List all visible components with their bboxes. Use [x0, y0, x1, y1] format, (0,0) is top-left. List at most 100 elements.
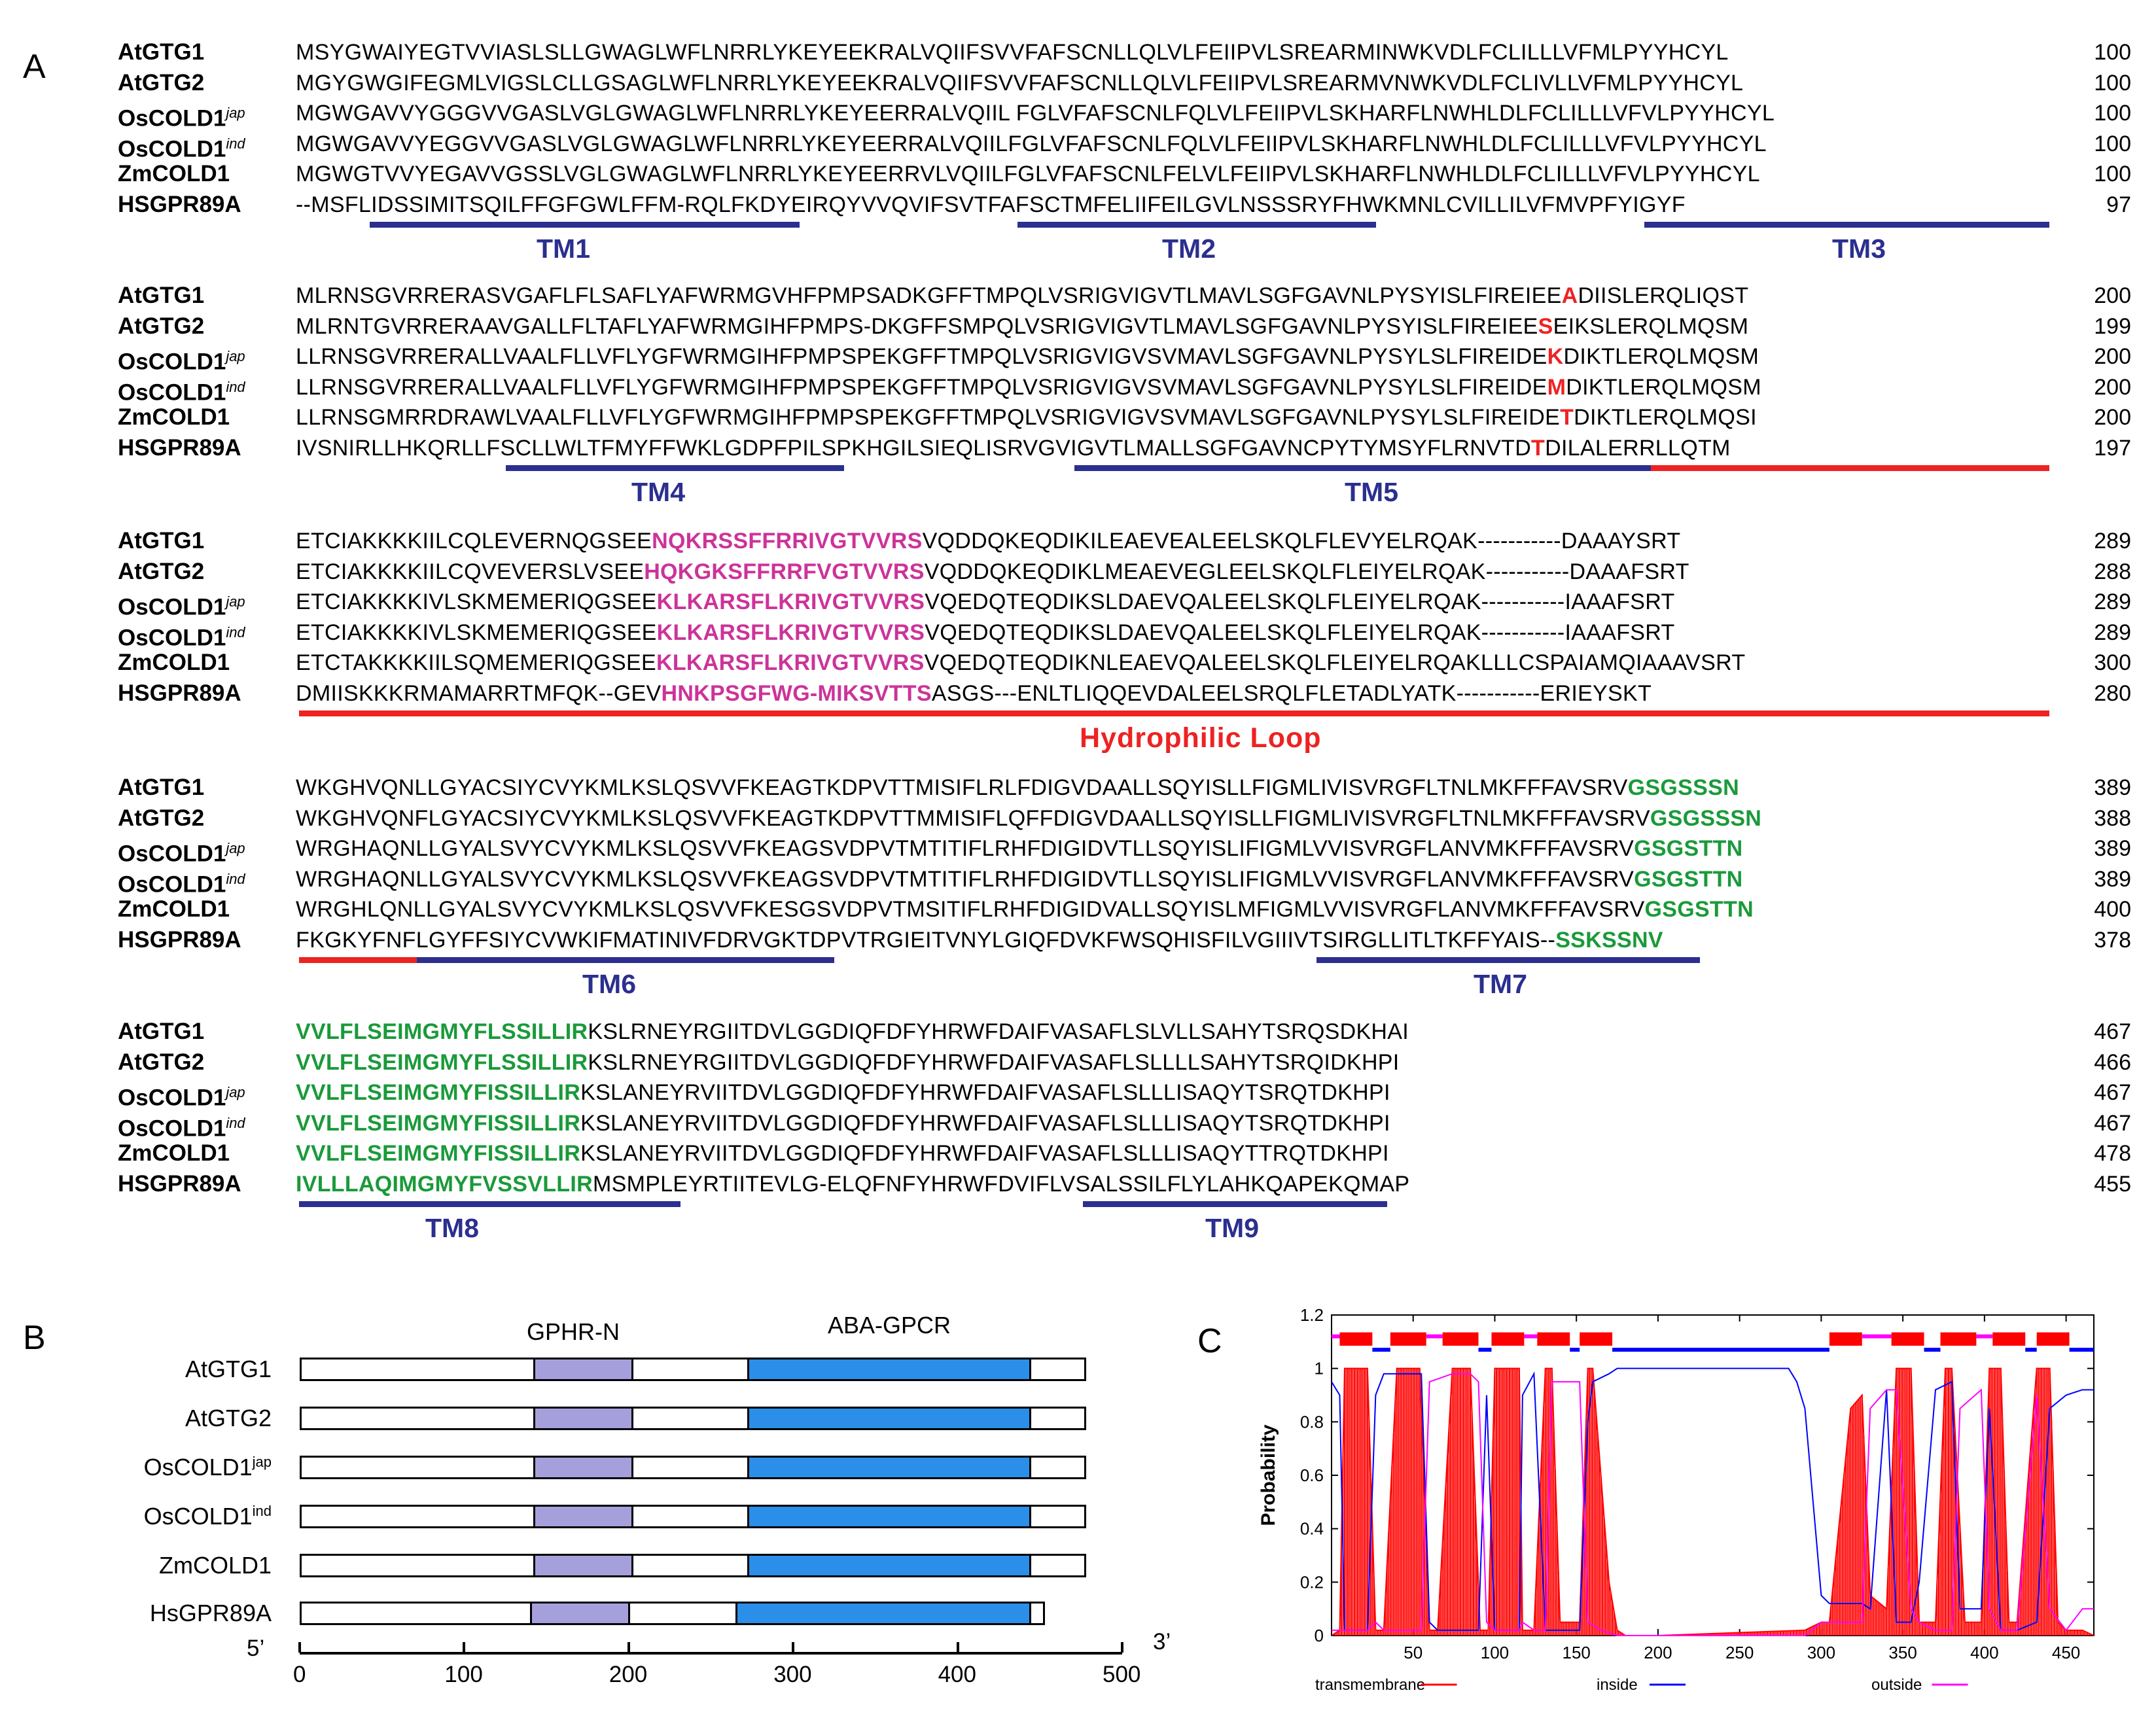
x-tick-label: 450 — [2052, 1643, 2080, 1662]
aba-gpcr-domain — [747, 1505, 1031, 1528]
sequence-name: OsCOLD1ind — [118, 618, 245, 653]
alignment-row: AtGTG2 MLRNTGVRRERAAVGALLFLTAFLYAFWRMGIHF… — [0, 312, 2156, 341]
hydrophilic-loop-bar — [299, 710, 2049, 716]
protein-bar — [300, 1505, 1086, 1528]
alignment-row: AtGTG1 MLRNSGVRRERASVGAFLFLSAFLYAFWRMGVHF… — [0, 281, 2156, 310]
sequence-name: OsCOLD1jap — [118, 587, 245, 622]
axis-tick — [463, 1642, 466, 1653]
sequence-name-text: OsCOLD1 — [118, 349, 226, 375]
residue-count: 200 — [2094, 283, 2131, 308]
sequence-name-text: OsCOLD1 — [118, 105, 226, 131]
residue-segment: ETCIAKKKKIILCQLEVERNQGSEE — [296, 529, 652, 553]
cultivar-superscript: jap — [226, 1084, 245, 1100]
cultivar-superscript: jap — [252, 1454, 272, 1470]
residue-count: 389 — [2094, 866, 2131, 892]
alignment-row: OsCOLD1jap ETCIAKKKKIVLSKMEMERIQGSEEKLKAR… — [0, 587, 2156, 620]
sequence-name-text: AtGTG2 — [118, 805, 205, 831]
tm-segment-bar — [1644, 222, 2049, 228]
y-tick-label: 0.4 — [1300, 1519, 1324, 1539]
highlight-green: GSGSTTN — [1634, 866, 1743, 892]
cultivar-superscript: jap — [226, 348, 245, 364]
highlight-red: T — [1560, 405, 1574, 430]
alignment-row: OsCOLD1ind WRGHAQNLLGYALSVYCVYKMLKSLQSVVF… — [0, 865, 2156, 898]
residue-count: 280 — [2094, 680, 2131, 706]
y-tick-label: 0.2 — [1300, 1572, 1324, 1592]
highlight-green: IVLLLAQIMGMYFVSSVLLIR — [296, 1171, 593, 1197]
hydrophilic-loop-bar — [1651, 465, 2049, 471]
residue-count: 389 — [2094, 836, 2131, 861]
residue-segment: VQEDQTEQDIKNLEAEVQALEELSKQLFLEIYELRQAKLL… — [924, 650, 1746, 675]
axis-tick-label: 200 — [609, 1662, 648, 1687]
residue-count: 197 — [2094, 435, 2131, 461]
sequence-name-text: OsCOLD1 — [118, 379, 226, 406]
protein-bar — [300, 1554, 1086, 1577]
highlight-green: VVLFLSEIMGMYFLSSILLIR — [296, 1019, 588, 1044]
sequence-name-text: OsCOLD1 — [118, 1115, 226, 1142]
residue-count: 100 — [2094, 40, 2131, 65]
tm-segment-bar — [370, 222, 800, 228]
residue-segment: DIISLERQLIQST — [1578, 283, 1749, 308]
residue-segment: DIKTLERQLMQSI — [1574, 405, 1757, 430]
gphr-n-domain — [533, 1554, 634, 1577]
highlight-red: M — [1547, 374, 1566, 400]
tm-segment-bar — [506, 465, 844, 471]
topology-tm-segment — [1891, 1332, 1924, 1346]
residue-segment: LLRNSGMRRDRAWLVAALFLLVFLYGFWRMGIHFPMPSPE… — [296, 405, 1561, 430]
protein-bar — [300, 1358, 1086, 1381]
residue-segment: WKGHVQNLLGYACSIYCVYKMLKSLQSVVFKEAGTKDPVT… — [296, 775, 1628, 800]
tm-label: TM1 — [537, 234, 590, 264]
residue-segment: VQEDQTEQDIKSLDAEVQALEELSKQLFLEIYELRQAK--… — [925, 589, 1675, 614]
sequence-name-text: HSGPR89A — [118, 434, 241, 461]
hydrophilic-loop-label: Hydrophilic Loop — [1080, 722, 1322, 754]
residue-count: 100 — [2094, 162, 2131, 186]
sequence-name: AtGTG1 — [118, 773, 204, 802]
alignment-row: OsCOLD1jap LLRNSGVRRERALLVAALFLLVFLYGFWRM… — [0, 342, 2156, 375]
y-tick-label: 0.6 — [1300, 1465, 1324, 1485]
x-tick-label: 150 — [1563, 1643, 1591, 1662]
axis-tick-label: 400 — [938, 1662, 976, 1687]
residue-segment: ETCIAKKKKIVLSKMEMERIQGSEE — [296, 620, 657, 645]
x-tick-label: 400 — [1970, 1643, 1998, 1662]
sequence-name-text: ZmCOLD1 — [118, 404, 230, 430]
cultivar-superscript: ind — [226, 623, 245, 640]
residue-count: 467 — [2094, 1019, 2131, 1044]
residue-segment: MGYGWGIFEGMLVIGSLCLLGSAGLWFLNRRLYKEYEEKR… — [296, 70, 1744, 96]
residue-count: 199 — [2094, 313, 2131, 339]
protein-label: OsCOLD1ind — [108, 1503, 272, 1530]
sequence-name-text: AtGTG2 — [118, 313, 205, 339]
alignment-row: OsCOLD1jap WRGHAQNLLGYALSVYCVYKMLKSLQSVVF… — [0, 834, 2156, 867]
x-tick-label: 50 — [1404, 1643, 1423, 1662]
alignment-row: HSGPR89A FKGKYFNFLGYFFSIYCVWKIFMATINIVFDR… — [0, 926, 2156, 955]
protein-name: OsCOLD1 — [143, 1503, 253, 1530]
sequence-residues: WRGHAQNLLGYALSVYCVYKMLKSLQSVVFKEAGSVDPVT… — [296, 865, 2046, 894]
sequence-residues: LLRNSGVRRERALLVAALFLLVFLYGFWRMGIHFPMPSPE… — [296, 373, 2046, 402]
residue-segment: ETCTAKKKKIILSQMEMERIQGSEE — [296, 650, 656, 675]
sequence-name: AtGTG2 — [118, 69, 204, 97]
highlight-green: VVLFLSEIMGMYFISSILLIR — [296, 1141, 581, 1166]
cultivar-superscript: ind — [226, 135, 245, 152]
sequence-residues: VVLFLSEIMGMYFISSILLIRKSLANEYRVIITDVLGGDI… — [296, 1139, 2046, 1168]
sequence-name-text: OsCOLD1 — [118, 625, 226, 651]
alignment-row: HSGPR89A DMIISKKKRMAMARRTMFQK--GEVHNKPSGF… — [0, 679, 2156, 708]
y-tick-label: 1 — [1315, 1359, 1324, 1378]
residue-segment: IVSNIRLLHKQRLLFSCLLWLTFMYFFWKLGDPFPILSPK… — [296, 435, 1532, 461]
highlight-green: VVLFLSEIMGMYFISSILLIR — [296, 1110, 581, 1136]
aba-gpcr-domain — [735, 1602, 1031, 1625]
highlight-green: GSGSTTN — [1634, 836, 1743, 861]
highlight-green: GSGSSSN — [1627, 775, 1739, 800]
sequence-name-text: OsCOLD1 — [118, 841, 226, 867]
residue-count: 300 — [2094, 650, 2131, 675]
sequence-residues: MGYGWGIFEGMLVIGSLCLLGSAGLWFLNRRLYKEYEEKR… — [296, 69, 2046, 97]
sequence-residues: IVSNIRLLHKQRLLFSCLLWLTFMYFFWKLGDPFPILSPK… — [296, 434, 2046, 463]
sequence-name: OsCOLD1ind — [118, 1109, 245, 1144]
sequence-residues: FKGKYFNFLGYFFSIYCVWKIFMATINIVFDRVGKTDPVT… — [296, 926, 2046, 955]
panel-label-a: A — [23, 48, 46, 86]
sequence-name-text: ZmCOLD1 — [118, 896, 230, 922]
residue-segment: KSLRNEYRGIITDVLGGDIQFDFYHRWFDAIFVASAFLSL… — [588, 1019, 1409, 1044]
aba-gpcr-domain — [747, 1554, 1031, 1577]
sequence-name-text: AtGTG1 — [118, 528, 205, 553]
protein-label: ZmCOLD1 — [108, 1552, 272, 1579]
residue-count: 289 — [2094, 620, 2131, 645]
tm-label: TM9 — [1205, 1213, 1259, 1243]
sequence-name: OsCOLD1jap — [118, 99, 245, 133]
